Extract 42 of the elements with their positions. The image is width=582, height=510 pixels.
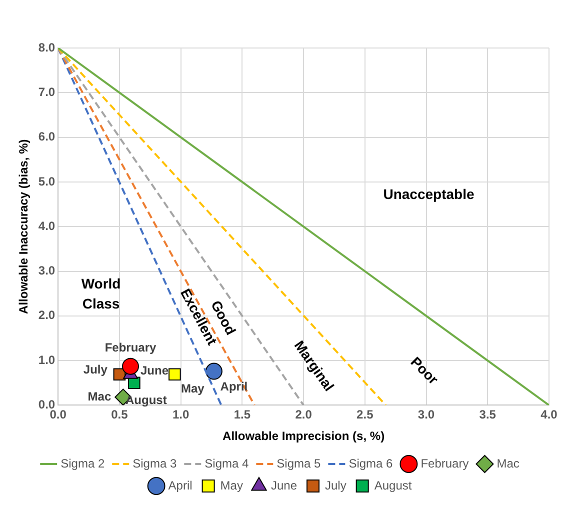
legend-label: Sigma 4 (204, 456, 249, 470)
y-tick-label: 1.0 (38, 352, 56, 367)
text: July (83, 362, 108, 377)
legend-label: June (270, 478, 298, 492)
y-tick-label: 2.0 (38, 308, 56, 322)
x-tick-label: 2.5 (356, 408, 374, 422)
x-tick-label: 1.5 (234, 408, 251, 422)
legend-label: May (220, 478, 243, 492)
x-tick-label: 0.0 (50, 408, 67, 422)
y-tick-label: 8.0 (38, 40, 56, 54)
x-axis-title: Allowable Imprecision (s, %) (222, 429, 385, 444)
x-tick-label: 3.5 (479, 408, 496, 422)
y-tick-label: 5.0 (38, 174, 56, 188)
text: June (140, 364, 169, 378)
point (205, 362, 222, 380)
legend-label: August (374, 478, 412, 492)
annotation: World Class (81, 275, 121, 312)
y-tick-label: 3.0 (38, 264, 56, 278)
x-tick-label: 1.0 (172, 408, 190, 422)
text: April (220, 380, 248, 394)
annotation: Unacceptable (383, 186, 474, 202)
x-tick-label: 0.5 (111, 408, 128, 422)
text: Mac (88, 389, 112, 404)
legend-label: April (168, 478, 192, 492)
y-tick-label: 6.0 (38, 130, 56, 144)
x-tick-label: 4.0 (540, 408, 558, 422)
y-axis-title: Allowable Inaccuracy (bias, %) (16, 139, 31, 314)
text: May (181, 382, 204, 396)
legend-label: Mac (496, 456, 520, 470)
text: February (104, 340, 156, 355)
legend-label: Sigma 2 (60, 456, 105, 470)
x-tick-label: 3.0 (418, 408, 435, 422)
point (168, 368, 181, 381)
legend-label: Sigma 5 (276, 456, 322, 470)
y-tick-label: 4.0 (38, 218, 56, 233)
legend-label: Sigma 6 (348, 456, 394, 470)
x-tick-label: 2.0 (295, 408, 312, 422)
y-tick-label: 7.0 (38, 84, 56, 99)
legend-label: February (420, 456, 469, 470)
legend-label: Sigma 3 (132, 456, 177, 470)
legend-label: July (325, 478, 346, 492)
point (122, 358, 139, 375)
